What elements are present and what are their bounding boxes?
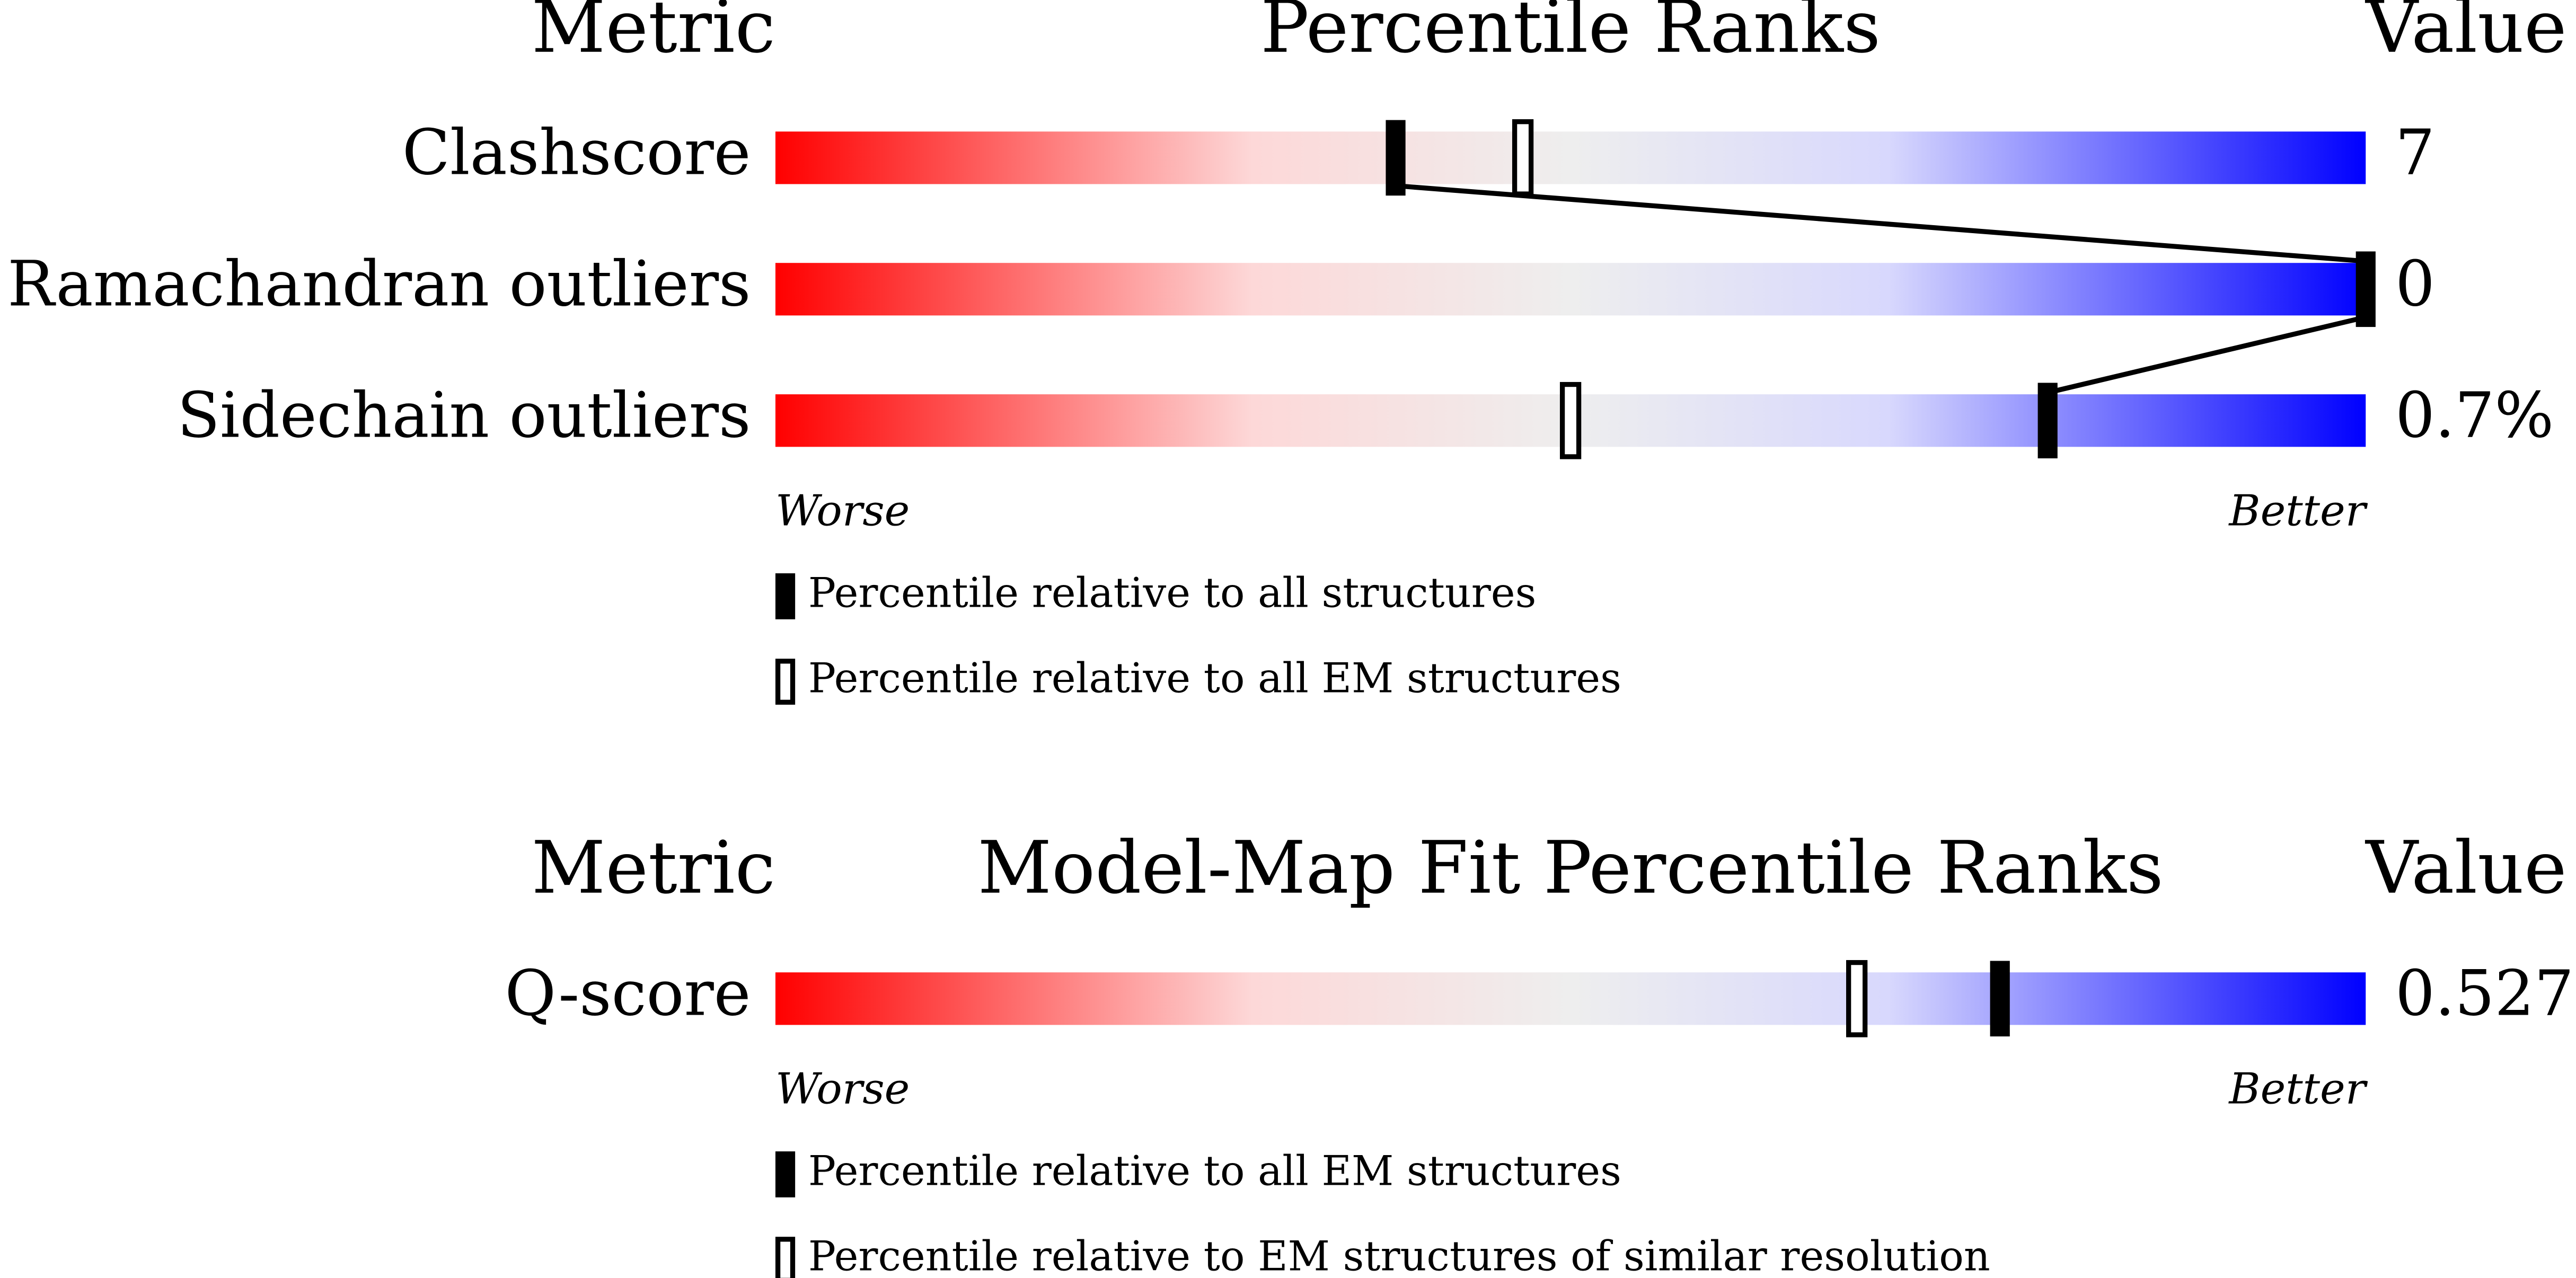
metric-label: Q-score [505, 957, 751, 1030]
metric-header: Metric [532, 826, 775, 910]
legend-label: Percentile relative to all EM structures [808, 655, 1621, 703]
percentile-marker [1990, 961, 2010, 1037]
value-header: Value [2365, 0, 2566, 69]
legend-label: Percentile relative to all structures [808, 569, 1536, 617]
percentile-marker [2037, 383, 2058, 459]
connector-line [1395, 183, 2366, 264]
worse-label: Worse [775, 1064, 910, 1114]
percentile-marker [2356, 251, 2376, 327]
connector-line [2047, 314, 2367, 395]
worse-label: Worse [775, 486, 910, 536]
metric-label: Ramachandran outliers [7, 247, 751, 320]
percentile-marker-hollow [1512, 119, 1534, 197]
metric-value: 0 [2395, 247, 2435, 320]
chart-title: Model-Map Fit Percentile Ranks [977, 826, 2163, 910]
better-label: Better [2228, 486, 2368, 536]
legend-swatch [775, 659, 796, 705]
percentile-marker-hollow [1846, 960, 1868, 1037]
legend-label: Percentile relative to all EM structures [808, 1147, 1621, 1195]
percentile-marker-hollow [1559, 381, 1582, 459]
metric-value: 7 [2395, 116, 2435, 189]
metric-label: Sidechain outliers [177, 379, 751, 451]
percentile-bar [775, 972, 2366, 1025]
percentile-marker [1386, 120, 1406, 196]
legend-swatch [775, 1237, 796, 1278]
value-header: Value [2365, 826, 2566, 910]
better-label: Better [2228, 1064, 2368, 1114]
legend-label: Percentile relative to EM structures of … [808, 1233, 1990, 1278]
metric-label: Clashscore [402, 116, 751, 189]
legend-swatch [775, 1151, 796, 1197]
chart-title: Percentile Ranks [1260, 0, 1881, 69]
metric-header: Metric [532, 0, 775, 69]
legend-swatch [775, 573, 796, 619]
percentile-bar [775, 131, 2366, 184]
metric-value: 0.7% [2395, 379, 2554, 451]
metric-value: 0.527 [2395, 957, 2574, 1030]
percentile-bar [775, 263, 2366, 316]
